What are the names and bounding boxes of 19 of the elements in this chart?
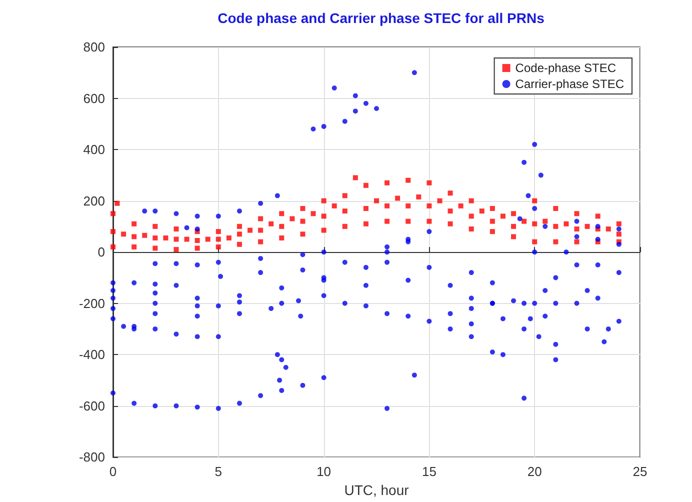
y-tick-label: -600 [78, 398, 105, 414]
x-tick-label: 0 [109, 464, 117, 480]
y-tick-label: -800 [78, 450, 105, 465]
y-tick-label: -400 [78, 347, 105, 362]
y-tick-label: 0 [98, 244, 105, 260]
x-tick-label: 10 [316, 464, 332, 480]
x-tick-label: 15 [422, 464, 436, 480]
x-tick-label: 25 [632, 464, 648, 480]
x-tick-label: 5 [214, 464, 222, 480]
legend-label: Carrier-phase STEC [515, 77, 624, 91]
y-tick-label: 200 [83, 193, 105, 208]
y-tick-label: 400 [83, 142, 105, 158]
y-tick-label: 800 [83, 40, 105, 54]
x-axis-title: UTC, hour [344, 482, 410, 498]
y-tick-label: 600 [83, 90, 105, 106]
x-tick-label: 20 [527, 464, 542, 480]
legend-label: Code-phase STEC [515, 61, 616, 75]
chart-title: Code phase and Carrier phase STEC for all PRNs [218, 10, 545, 26]
y-tick-label: -200 [78, 296, 105, 311]
